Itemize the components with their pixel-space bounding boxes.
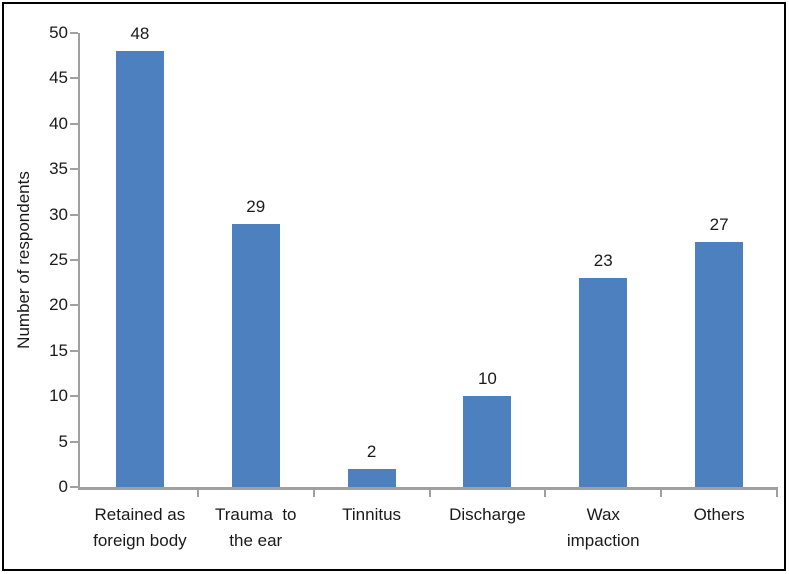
category-label: Others <box>693 505 745 524</box>
y-tick <box>70 395 78 398</box>
x-tick <box>544 490 547 497</box>
y-axis-line <box>78 33 80 490</box>
bar <box>347 468 396 487</box>
category-label: Wax impaction <box>566 505 640 550</box>
y-tick-label: 40 <box>49 113 68 133</box>
y-tick-label: 30 <box>49 204 68 224</box>
y-tick <box>70 213 78 216</box>
y-tick <box>70 304 78 307</box>
category-label: Tinnitus <box>342 505 402 524</box>
bar-value-label: 27 <box>709 214 729 234</box>
bar-value-label: 2 <box>366 441 377 461</box>
y-tick-label: 5 <box>58 431 68 451</box>
bar <box>695 241 744 487</box>
y-tick <box>70 486 78 488</box>
category-label: Trauma to the ear <box>214 505 297 550</box>
x-tick <box>196 490 199 497</box>
y-tick <box>70 440 78 443</box>
bar-value-label: 10 <box>477 369 497 389</box>
x-tick <box>660 490 663 497</box>
y-tick-label: 0 <box>58 477 68 496</box>
y-tick <box>70 32 78 34</box>
y-tick <box>70 168 78 171</box>
bar <box>231 223 280 487</box>
bar <box>115 51 164 487</box>
y-tick-label: 50 <box>49 23 68 42</box>
category-label: Retained as foreign body <box>93 505 187 550</box>
y-tick-label: 10 <box>49 386 68 406</box>
bar-value-label: 48 <box>130 24 150 44</box>
y-tick <box>70 259 78 261</box>
y-tick-label: 45 <box>49 68 68 88</box>
bar-value-label: 29 <box>246 196 266 216</box>
y-tick <box>70 77 78 80</box>
x-tick <box>776 490 778 497</box>
x-tick <box>428 490 431 497</box>
y-tick <box>70 122 78 125</box>
bar-value-label: 23 <box>593 251 613 271</box>
bar <box>463 396 512 487</box>
y-tick-label: 15 <box>49 340 68 360</box>
category-label: Discharge <box>449 505 526 524</box>
x-tick <box>312 490 315 497</box>
y-tick-label: 20 <box>49 295 68 315</box>
y-tick-label: 35 <box>49 159 68 179</box>
bar <box>579 278 628 487</box>
y-tick <box>70 349 78 352</box>
x-axis-line <box>78 487 778 490</box>
y-tick-label: 25 <box>49 250 68 269</box>
